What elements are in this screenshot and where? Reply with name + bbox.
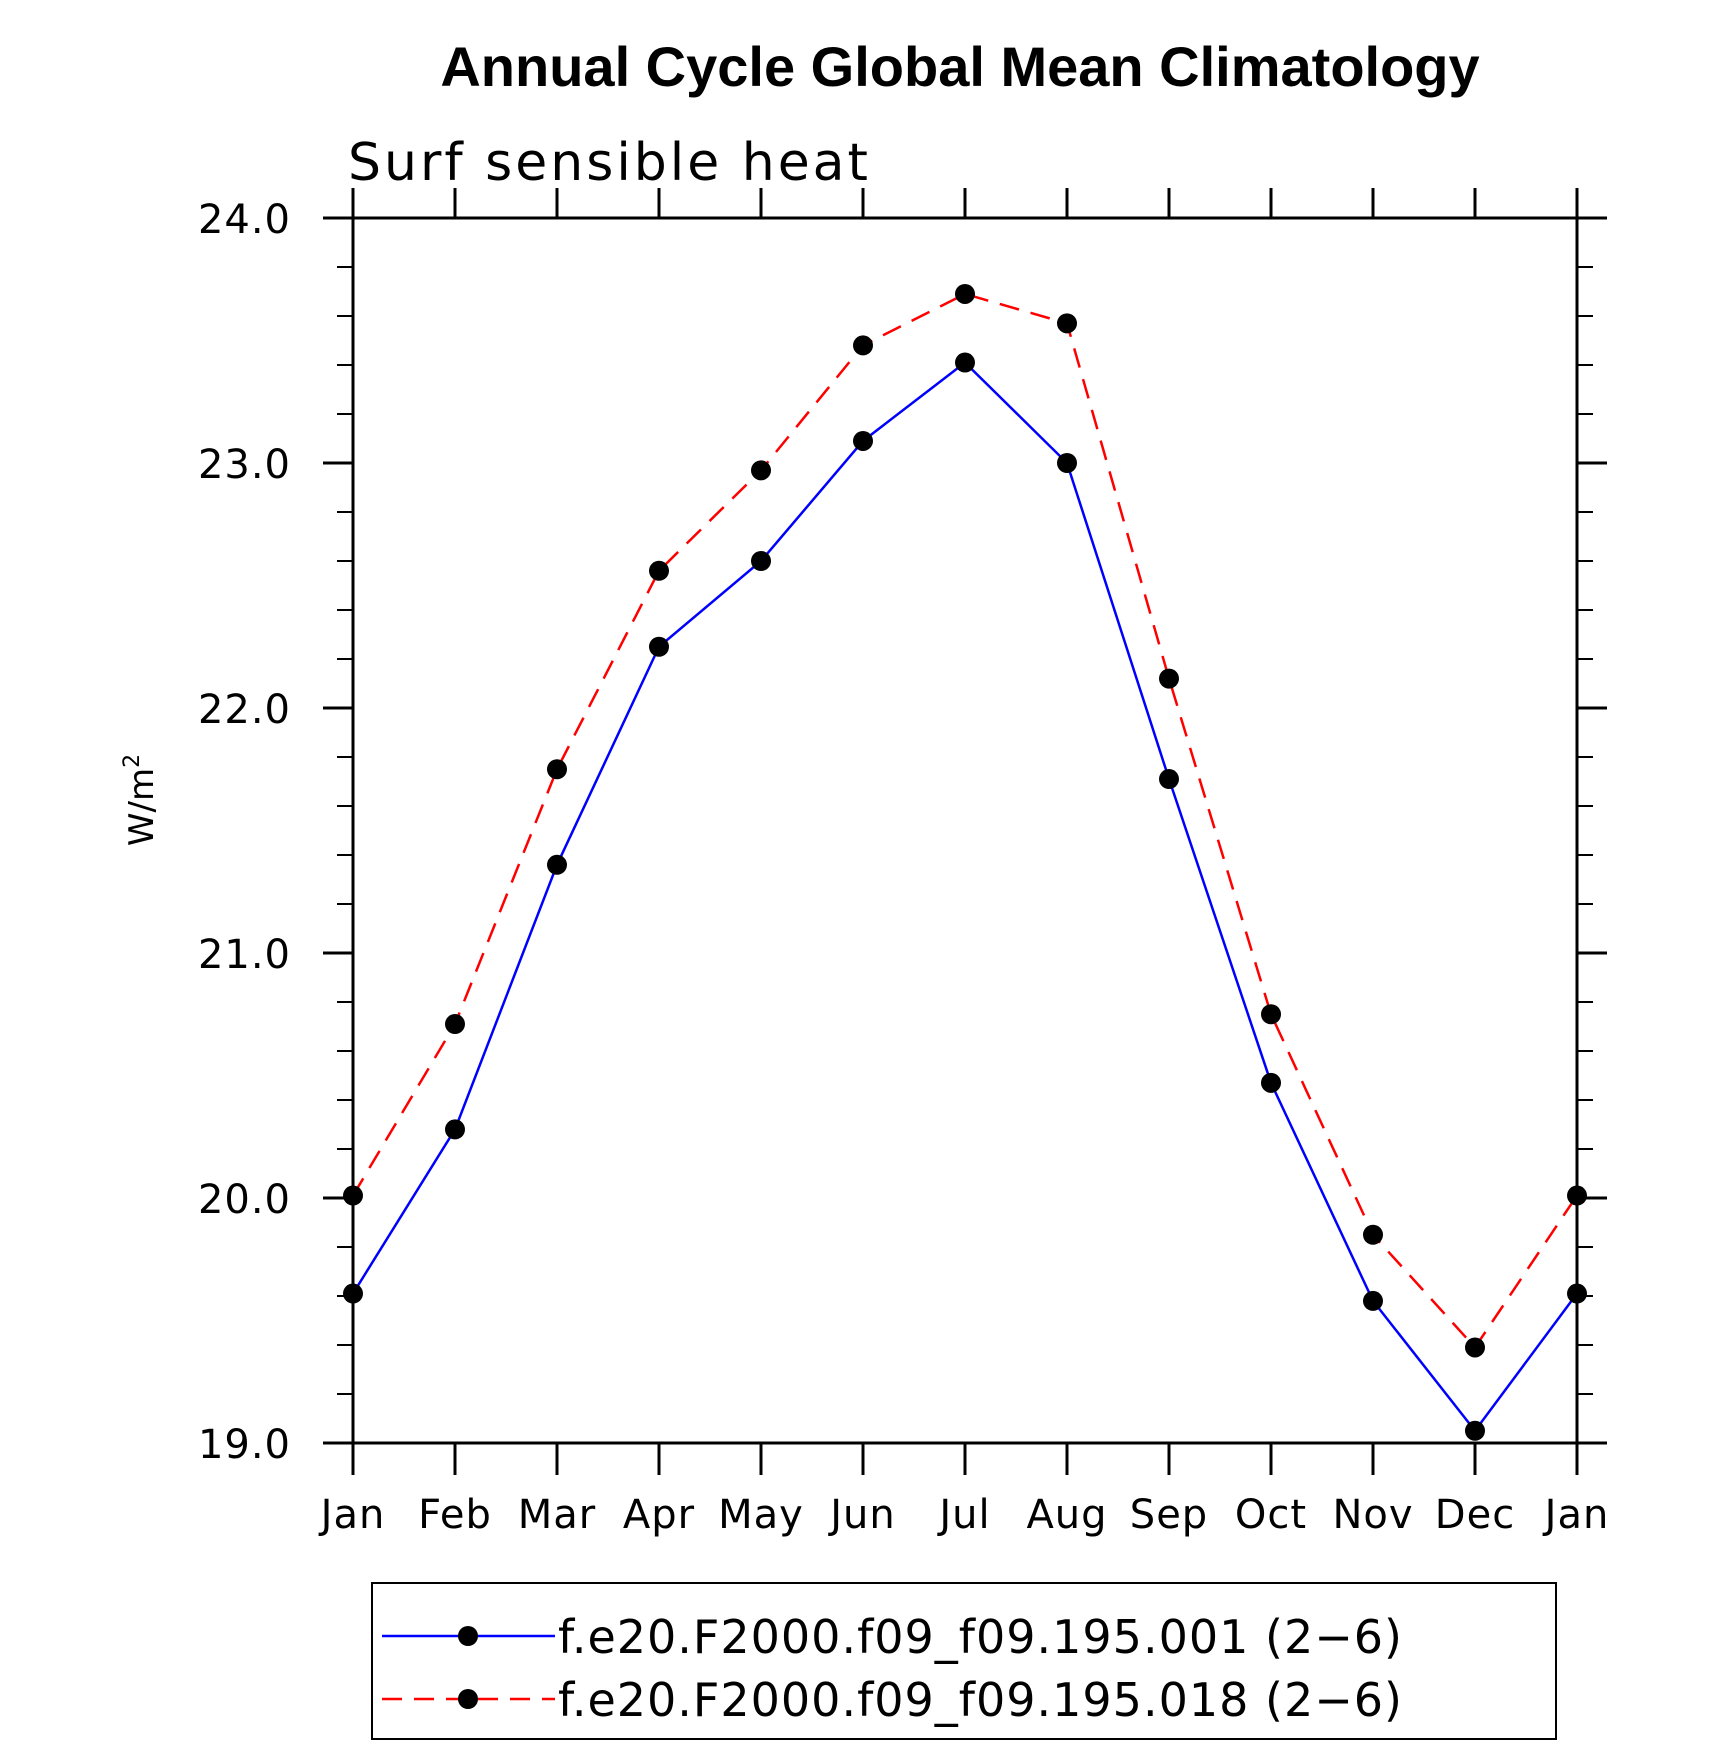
data-point-series-2 [1465, 1337, 1485, 1358]
data-point-series-2 [1261, 1004, 1281, 1025]
data-point-series-2 [649, 560, 669, 581]
data-point-series-1 [1057, 453, 1077, 473]
series-line-1 [351, 360, 1579, 1433]
legend-items: f.e20.F2000.f09_f09.195.001 (2−6) f.e20.F… [382, 1610, 1403, 1727]
legend-marker-2 [458, 1689, 478, 1709]
data-point-series-2 [1057, 313, 1077, 334]
x-tick-label: Apr [623, 1492, 695, 1538]
y-tick-label: 23.0 [198, 442, 291, 488]
data-point-series-2 [955, 283, 975, 304]
x-tick-label: Jan [1542, 1492, 1610, 1538]
x-tick-label: Jan [318, 1492, 386, 1538]
x-tick-label: Jul [936, 1492, 990, 1538]
x-tick-label: Oct [1235, 1492, 1307, 1538]
data-point-series-1 [1363, 1290, 1383, 1311]
x-tick-label: Dec [1435, 1492, 1515, 1538]
data-point-series-1 [1567, 1283, 1587, 1304]
x-tick-label: Mar [518, 1492, 596, 1538]
data-point-series-2 [751, 460, 771, 481]
data-point-series-1 [547, 854, 567, 875]
data-point-series-2 [547, 759, 567, 780]
data-point-series-2 [853, 335, 873, 356]
data-point-series-1 [1261, 1072, 1281, 1093]
legend-label-1: f.e20.F2000.f09_f09.195.001 (2−6) [558, 1610, 1403, 1664]
svg-text:W/m2: W/m2 [120, 754, 162, 846]
series-layer [343, 283, 1587, 1441]
data-point-series-2 [445, 1014, 465, 1035]
legend-box [371, 1582, 1557, 1740]
y-axis-label-text: W/m [122, 768, 162, 846]
axis-ticks: Jan Feb Mar Apr May Jun Jul Aug Sep Oct Nov Dec Jan 1… [198, 188, 1610, 1538]
plot-frame [351, 216, 1579, 1445]
x-tick-label: Jun [827, 1492, 896, 1538]
data-point-series-1 [751, 551, 771, 571]
y-axis-label-superscript: 2 [120, 754, 145, 768]
data-point-series-1 [1465, 1420, 1485, 1441]
y-tick-label: 22.0 [198, 687, 291, 733]
x-tick-label: Aug [1026, 1492, 1107, 1538]
data-point-series-1 [955, 352, 975, 373]
chart-subtitle: Surf sensible heat [348, 133, 871, 193]
data-point-series-2 [1363, 1224, 1383, 1245]
x-tick-label: Nov [1332, 1492, 1413, 1538]
data-point-series-1 [853, 430, 873, 451]
y-axis-label: W/m2 [120, 754, 162, 846]
y-tick-label: 24.0 [198, 197, 291, 243]
legend-label-2: f.e20.F2000.f09_f09.195.018 (2−6) [558, 1673, 1403, 1727]
legend-marker-1 [458, 1626, 478, 1646]
data-point-series-2 [1159, 668, 1179, 689]
data-point-series-2 [1567, 1185, 1587, 1206]
series-line-2 [351, 292, 1579, 1350]
data-point-series-1 [1159, 769, 1179, 790]
data-point-series-1 [343, 1283, 363, 1304]
chart-title: Annual Cycle Global Mean Climatology [440, 35, 1479, 98]
y-tick-label: 20.0 [198, 1177, 291, 1223]
y-tick-label: 21.0 [198, 932, 291, 978]
x-tick-label: Sep [1130, 1492, 1208, 1538]
y-tick-label: 19.0 [198, 1422, 291, 1468]
legend: f.e20.F2000.f09_f09.195.001 (2−6) f.e20.F… [371, 1582, 1557, 1740]
x-tick-label: May [718, 1492, 804, 1538]
data-point-series-1 [445, 1119, 465, 1140]
data-point-series-1 [649, 636, 669, 657]
x-tick-label: Feb [418, 1492, 492, 1538]
data-point-series-2 [343, 1185, 363, 1206]
